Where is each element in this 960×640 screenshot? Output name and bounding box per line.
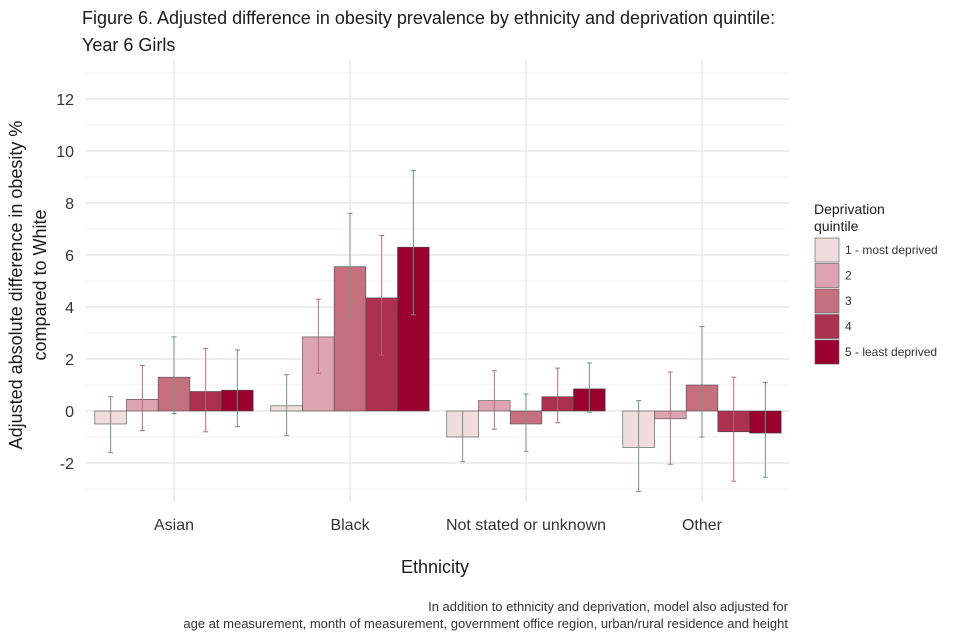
legend-label: 1 - most deprived: [845, 243, 938, 257]
y-tick-label: 10: [56, 144, 74, 161]
y-tick-label: 0: [65, 404, 74, 421]
chart-title-line-2: Year 6 Girls: [82, 35, 175, 55]
y-tick-label: 4: [65, 300, 74, 317]
legend-label: 3: [845, 294, 852, 308]
y-tick-labels: -2 0 2 4 6 8 10 12: [56, 92, 74, 473]
y-tick-label: 6: [65, 248, 74, 265]
legend-swatch: [814, 263, 840, 288]
caption: In addition to ethnicity and deprivation…: [183, 599, 788, 631]
x-axis-title: Ethnicity: [401, 557, 469, 577]
y-tick-label: 2: [65, 352, 74, 369]
y-axis-title: Adjusted absolute difference in obesity …: [6, 121, 50, 450]
legend-title-line-1: Deprivation: [814, 201, 885, 217]
legend: Deprivation quintile 1 - most deprived 2 3…: [814, 201, 938, 365]
y-axis-title-line-1: Adjusted absolute difference in obesity …: [6, 121, 26, 450]
x-tick-label: Not stated or unknown: [446, 517, 606, 534]
y-tick-label: 8: [65, 196, 74, 213]
x-tick-label: Other: [682, 517, 723, 534]
x-tick-labels: Asian Black Not stated or unknown Other: [154, 517, 723, 534]
y-axis-title-line-2: compared to White: [30, 209, 50, 360]
legend-label: 5 - least deprived: [845, 345, 937, 359]
legend-label: 2: [845, 269, 852, 283]
y-tick-label: 12: [56, 92, 74, 109]
chart-title-line-1: Figure 6. Adjusted difference in obesity…: [82, 8, 775, 28]
gridlines: [86, 60, 790, 502]
y-tick-label: -2: [60, 456, 74, 473]
bars: [94, 246, 782, 448]
caption-line-1: In addition to ethnicity and deprivation…: [428, 599, 789, 614]
legend-swatch: [814, 288, 840, 314]
x-tick-label: Black: [330, 517, 370, 534]
error-bars: [108, 170, 768, 493]
legend-label: 4: [845, 320, 852, 334]
x-tick-label: Asian: [154, 517, 194, 534]
legend-swatch: [814, 339, 840, 365]
legend-title-line-2: quintile: [814, 218, 859, 234]
legend-swatch: [814, 237, 840, 263]
caption-line-2: age at measurement, month of measurement…: [183, 616, 788, 631]
legend-swatch: [814, 314, 840, 339]
chart-title: Figure 6. Adjusted difference in obesity…: [82, 8, 775, 55]
